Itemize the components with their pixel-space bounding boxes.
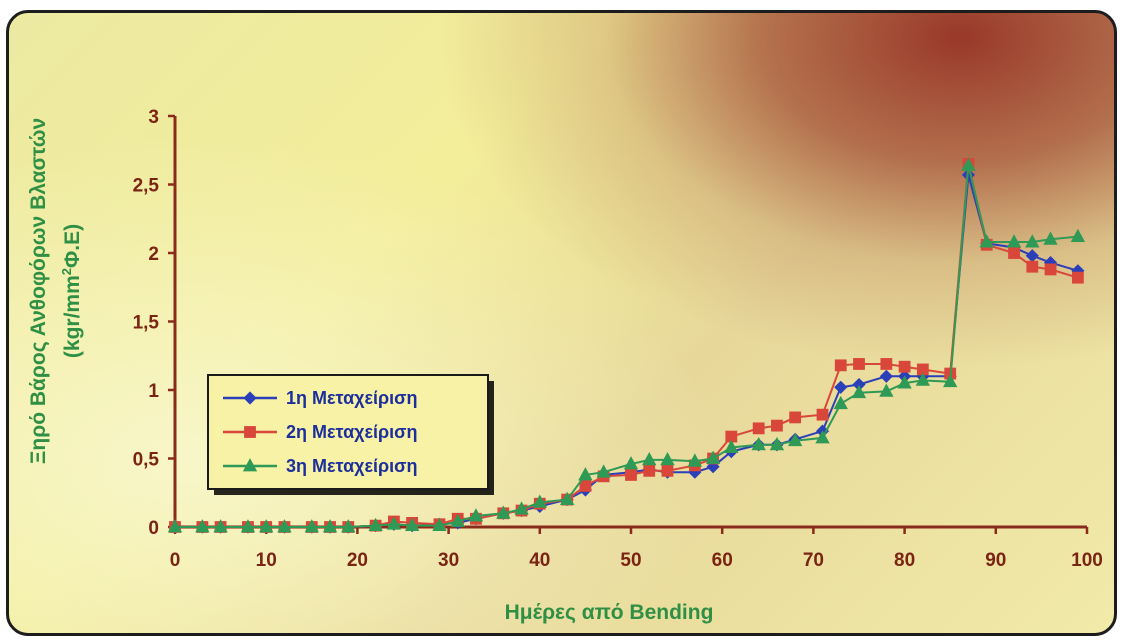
series-3-point xyxy=(851,384,867,399)
y-tick-label: 3 xyxy=(148,107,159,128)
series-3-point xyxy=(213,519,228,533)
series-3-point xyxy=(943,373,958,388)
series-3-point xyxy=(195,519,210,533)
x-axis-title: Ημέρες από Bending xyxy=(505,601,714,624)
series-3-point xyxy=(596,464,611,478)
series-3-point xyxy=(687,453,703,467)
series-2-point xyxy=(1071,271,1084,284)
series-3-point xyxy=(532,494,547,508)
legend-label: 1η Μεταχείριση xyxy=(286,388,418,408)
series-3-point xyxy=(404,517,420,532)
series-3 xyxy=(167,157,1086,533)
series-3-point xyxy=(833,395,848,410)
series-layer xyxy=(167,157,1086,534)
x-tick-label: 30 xyxy=(438,550,459,571)
series-3-point xyxy=(623,456,639,470)
y-tick-label: 1,5 xyxy=(133,313,160,334)
series-3-point xyxy=(167,519,183,533)
y-axis-title-units-pre: (kgr/mm xyxy=(61,275,84,358)
series-2-point xyxy=(816,408,829,421)
legend-swatch-marker xyxy=(242,458,258,472)
series-1-point xyxy=(834,380,848,394)
series-2-point xyxy=(789,411,802,424)
series-2-point xyxy=(643,464,656,477)
series-3-point xyxy=(277,519,292,533)
series-2-point xyxy=(579,479,592,492)
series-3-point xyxy=(1006,234,1022,248)
series-2-point xyxy=(834,359,847,372)
series-3-point xyxy=(769,436,785,451)
series-3-point xyxy=(642,452,657,466)
x-tick-label: 50 xyxy=(620,550,641,571)
series-3-point xyxy=(386,516,402,530)
legend-label: 3η Μεταχείριση xyxy=(286,456,418,476)
legend-swatch-marker xyxy=(244,426,256,438)
series-1-point xyxy=(1025,249,1039,263)
y-tick-label: 2,5 xyxy=(133,176,160,197)
series-3-point xyxy=(915,372,931,386)
series-2-point xyxy=(898,360,911,373)
series-2-point xyxy=(752,422,765,435)
series-3-point xyxy=(368,517,383,532)
series-3-point xyxy=(897,375,912,389)
series-3-point xyxy=(787,432,803,447)
x-tick-label: 100 xyxy=(1071,550,1103,571)
y-axis-title: Ξηρό Βάρος Ανθοφόρων Βλαστών xyxy=(27,118,50,464)
series-3-point xyxy=(514,501,529,515)
x-tick-label: 0 xyxy=(170,550,181,571)
series-3-point xyxy=(304,519,319,533)
series-3-point xyxy=(660,452,675,466)
x-tick-label: 90 xyxy=(985,550,1006,571)
series-3-point xyxy=(961,157,976,171)
series-3-point xyxy=(979,234,994,248)
x-tick-label: 10 xyxy=(256,550,277,571)
series-3-point xyxy=(341,519,356,533)
series-1-point xyxy=(879,369,893,383)
y-axis-title-units-post: Φ.Ε) xyxy=(61,224,84,268)
x-tick-label: 60 xyxy=(712,550,733,571)
x-tick-label: 20 xyxy=(347,550,368,571)
series-3-point xyxy=(468,508,484,522)
x-tick-label: 40 xyxy=(529,550,550,571)
series-2-point xyxy=(661,464,674,477)
series-2-point xyxy=(853,358,865,370)
series-3-point xyxy=(322,519,338,533)
chart-frame: 0 0,5 1 1,5 2 2,5 3 0 10 20 30 40 50 60 70 80 90 100 Ξηρό… xyxy=(6,10,1117,636)
y-axis-title-units: (kgr/mm2Φ.Ε) xyxy=(59,224,84,358)
series-3-point xyxy=(724,439,739,453)
series-2-point xyxy=(625,469,637,481)
legend-label: 2η Μεταχείριση xyxy=(286,422,418,442)
y-tick-label: 2 xyxy=(148,244,159,265)
ticks: 00,511,522,530 10 20 30 40 50 60 70 80 90 100 xyxy=(133,107,1103,571)
series-3-point xyxy=(1043,231,1058,245)
series-2-point xyxy=(1008,247,1020,259)
series-3-point xyxy=(815,430,830,444)
series-3-point xyxy=(559,491,575,506)
y-tick-label: 0 xyxy=(148,518,159,539)
series-3-point xyxy=(450,513,465,527)
legend-swatch-marker xyxy=(243,391,257,405)
series-3-point xyxy=(432,517,447,532)
y-tick-label: 1 xyxy=(148,381,159,402)
y-axis-title-units-sup: 2 xyxy=(59,268,74,275)
series-3-point xyxy=(578,467,593,481)
x-tick-label: 70 xyxy=(803,550,824,571)
series-3-point xyxy=(1025,234,1040,248)
series-3-point xyxy=(240,519,256,533)
series-2-point xyxy=(1044,263,1057,276)
x-tick-label: 80 xyxy=(894,550,915,571)
series-3-point xyxy=(259,519,274,533)
y-tick-label: 0,5 xyxy=(133,450,160,471)
series-3-point xyxy=(1070,228,1086,242)
series-3-point xyxy=(705,450,721,464)
series-3-point xyxy=(751,436,766,451)
series-3-point xyxy=(496,505,511,519)
series-2-point xyxy=(880,358,893,370)
legend: 1η Μεταχείριση 2η Μεταχείριση 3η Μεταχείρι… xyxy=(207,374,494,495)
series-2-point xyxy=(771,419,783,432)
series-2-point xyxy=(1026,260,1039,273)
legend-items: 1η Μεταχείριση 2η Μεταχείριση 3η Μεταχείρι… xyxy=(223,388,418,476)
chart-svg: 00,511,522,530 10 20 30 40 50 60 70 80 90 100 Ξηρό… xyxy=(27,107,1103,624)
series-3-point xyxy=(879,383,894,397)
